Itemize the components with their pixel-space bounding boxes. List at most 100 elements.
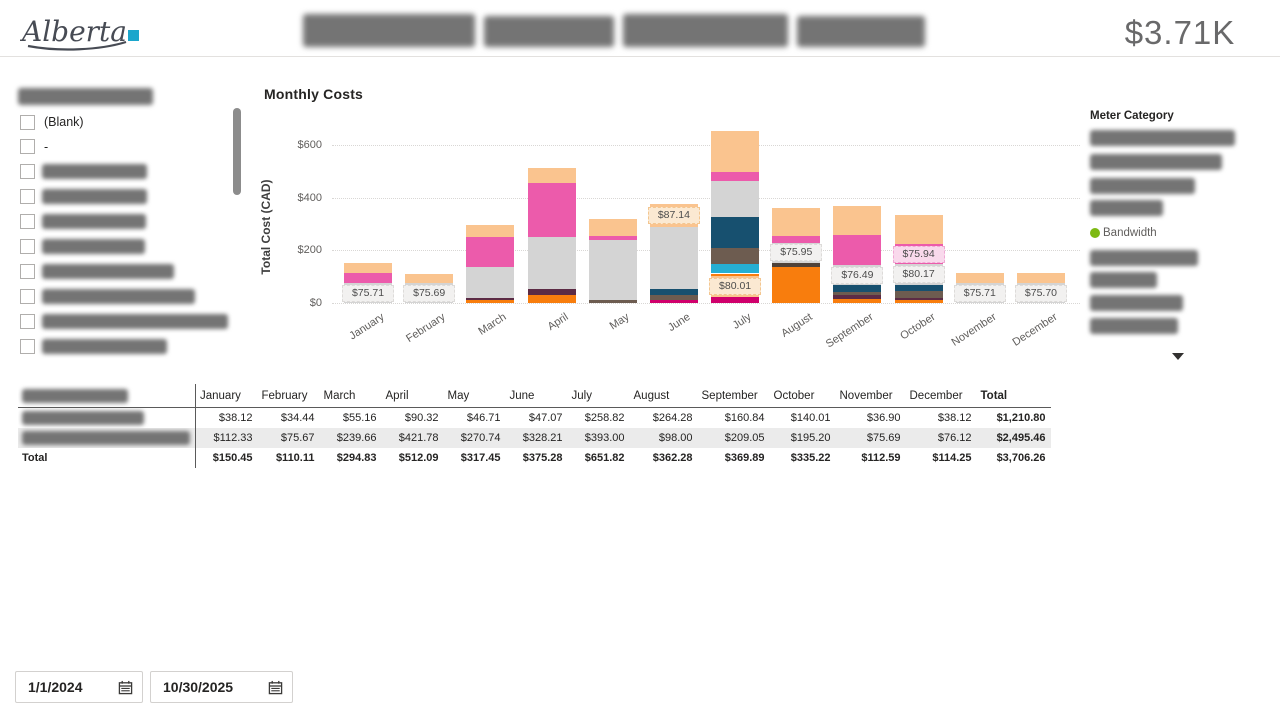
- legend-item[interactable]: [1090, 199, 1163, 217]
- matrix-column-header[interactable]: March: [319, 384, 382, 408]
- matrix-column-header[interactable]: December: [905, 384, 977, 408]
- bar-segment[interactable]: [588, 239, 637, 301]
- bar-segment[interactable]: [711, 273, 760, 276]
- bar-segment[interactable]: [772, 207, 821, 237]
- bar-segment[interactable]: [527, 183, 576, 237]
- legend-item[interactable]: [1090, 249, 1198, 267]
- bar-segment[interactable]: [649, 300, 698, 303]
- matrix-column-header[interactable]: November: [835, 384, 906, 408]
- bar-segment[interactable]: [344, 263, 392, 274]
- bar-segment[interactable]: [466, 297, 515, 300]
- checkbox-unchecked-icon[interactable]: [20, 239, 35, 254]
- date-filter-end[interactable]: 10/30/2025: [150, 671, 293, 703]
- bar-segment[interactable]: [833, 235, 882, 265]
- matrix-data-row[interactable]: $38.12 $34.44 $55.16 $90.32 $46.71 $47.07 $258…: [18, 407, 1051, 428]
- bar-segment[interactable]: [466, 299, 515, 303]
- legend-item[interactable]: [1090, 153, 1222, 171]
- bar-segment[interactable]: [527, 288, 576, 296]
- chevron-down-icon[interactable]: [1172, 353, 1184, 360]
- calendar-icon[interactable]: [118, 680, 133, 695]
- bar-segment[interactable]: [588, 219, 637, 236]
- matrix-column-header[interactable]: September: [697, 384, 770, 408]
- checkbox-unchecked-icon[interactable]: [20, 288, 35, 304]
- legend-item[interactable]: [1090, 129, 1235, 147]
- bar-segment[interactable]: [894, 285, 943, 292]
- bar-segment[interactable]: [344, 273, 392, 284]
- bar-segment[interactable]: [527, 295, 576, 303]
- bar-segment[interactable]: [466, 225, 515, 238]
- legend-item[interactable]: [1090, 271, 1157, 289]
- matrix-column-header[interactable]: Total: [976, 384, 1051, 408]
- bar-segment[interactable]: [466, 266, 515, 298]
- legend-item[interactable]: [1090, 177, 1195, 195]
- bar-segment[interactable]: [649, 288, 698, 296]
- matrix-column-header[interactable]: June: [505, 384, 568, 408]
- bar-segment[interactable]: [466, 237, 515, 267]
- date-filter-start-value[interactable]: 1/1/2024: [28, 679, 83, 695]
- legend-item[interactable]: [1090, 317, 1178, 335]
- slicer-item[interactable]: [18, 286, 228, 306]
- bar-segment[interactable]: [894, 214, 943, 245]
- matrix-column-header[interactable]: July: [567, 384, 630, 408]
- slicer-item[interactable]: -: [18, 137, 228, 157]
- slicer-item-label[interactable]: (Blank): [44, 115, 84, 129]
- bar-segment[interactable]: [711, 217, 760, 248]
- slicer-item[interactable]: [18, 162, 228, 182]
- bar-segment[interactable]: [527, 168, 576, 184]
- bar-segment[interactable]: [772, 262, 821, 268]
- bar-segment[interactable]: [833, 291, 882, 296]
- checkbox-unchecked-icon[interactable]: [20, 139, 35, 155]
- legend-item-label[interactable]: Bandwidth: [1103, 227, 1157, 239]
- slicer-item[interactable]: [18, 237, 228, 257]
- bar-segment[interactable]: [833, 205, 882, 236]
- legend-item[interactable]: Bandwidth: [1090, 224, 1157, 242]
- bar-segment[interactable]: [405, 274, 454, 284]
- bar-segment[interactable]: [711, 180, 760, 218]
- bar-segment[interactable]: [711, 296, 760, 303]
- bar-segment[interactable]: [588, 235, 637, 240]
- matrix-column-header[interactable]: January: [195, 384, 258, 408]
- matrix-column-header[interactable]: February: [257, 384, 320, 408]
- slicer-scrollbar-thumb[interactable]: [233, 108, 241, 195]
- bar-segment[interactable]: [833, 298, 882, 303]
- matrix-column-header[interactable]: May: [443, 384, 506, 408]
- legend-item[interactable]: [1090, 294, 1183, 312]
- date-filter-start[interactable]: 1/1/2024: [15, 671, 143, 703]
- bar-segment[interactable]: [711, 131, 760, 173]
- bar-segment[interactable]: [527, 236, 576, 289]
- date-filter-end-value[interactable]: 10/30/2025: [163, 679, 234, 695]
- bar-segment[interactable]: [833, 285, 882, 292]
- slicer-item[interactable]: [18, 336, 228, 356]
- checkbox-unchecked-icon[interactable]: [20, 263, 35, 279]
- bar-segment[interactable]: [772, 236, 821, 243]
- bar-segment[interactable]: [711, 264, 760, 274]
- slicer-item[interactable]: [18, 212, 228, 232]
- slicer-item[interactable]: (Blank): [18, 112, 228, 132]
- checkbox-unchecked-icon[interactable]: [20, 164, 35, 180]
- bar-segment[interactable]: [711, 172, 760, 181]
- matrix-column-header[interactable]: August: [629, 384, 698, 408]
- calendar-icon[interactable]: [268, 680, 283, 695]
- bar-segment[interactable]: [649, 227, 698, 289]
- matrix-column-header[interactable]: April: [381, 384, 444, 408]
- slicer-item[interactable]: [18, 261, 228, 281]
- bar-segment[interactable]: [833, 295, 882, 299]
- checkbox-unchecked-icon[interactable]: [20, 313, 35, 329]
- bar-segment[interactable]: [649, 295, 698, 301]
- checkbox-unchecked-icon[interactable]: [20, 114, 35, 130]
- matrix-column-header[interactable]: October: [769, 384, 836, 408]
- bar-segment[interactable]: [711, 247, 760, 265]
- bar-segment[interactable]: [894, 297, 943, 301]
- bar-segment[interactable]: [955, 273, 1004, 284]
- slicer-item-label[interactable]: -: [44, 139, 49, 154]
- bar-segment[interactable]: [1016, 272, 1065, 284]
- checkbox-unchecked-icon[interactable]: [20, 189, 35, 205]
- bar-segment[interactable]: [588, 300, 637, 303]
- slicer-item[interactable]: [18, 311, 228, 331]
- bar-segment[interactable]: [772, 267, 821, 303]
- bar-segment[interactable]: [894, 300, 943, 303]
- checkbox-unchecked-icon[interactable]: [20, 214, 35, 230]
- matrix-data-row[interactable]: $112.33 $75.67 $239.66 $421.78 $270.74 $328.2…: [18, 428, 1051, 448]
- slicer-item[interactable]: [18, 187, 228, 207]
- checkbox-unchecked-icon[interactable]: [20, 338, 35, 354]
